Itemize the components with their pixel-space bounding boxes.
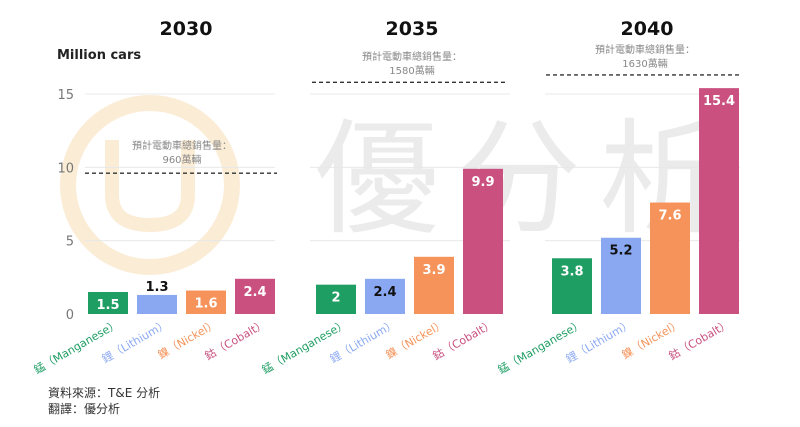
- bar: [235, 278, 275, 314]
- y-tick-label: 15: [57, 88, 74, 103]
- data-label: 2.4: [243, 285, 266, 300]
- reference-label: 預計電動車總銷售量：: [595, 43, 695, 56]
- watermark-logo-ring: [60, 95, 240, 275]
- data-label: 1.6: [194, 297, 217, 312]
- category-label: 錳（Manganese）: [495, 316, 585, 376]
- y-axis-label: Million cars: [57, 48, 141, 63]
- data-label: 2.4: [373, 285, 396, 300]
- panel-title: 2030: [160, 18, 213, 40]
- watermark-logo-mark: [105, 140, 195, 233]
- data-label: 2: [331, 291, 340, 306]
- bar: [463, 168, 503, 314]
- bar: [88, 292, 128, 314]
- data-label: 7.6: [658, 209, 681, 224]
- y-tick-label: 10: [57, 161, 74, 176]
- reference-label: 1580萬輛: [389, 64, 434, 77]
- reference-label: 1630萬輛: [622, 57, 667, 70]
- data-label: 1.5: [96, 298, 119, 313]
- bar: [414, 256, 454, 314]
- category-label: 錳（Manganese）: [259, 316, 349, 376]
- y-tick-label: 0: [66, 308, 74, 323]
- panel-title: 2035: [386, 18, 439, 40]
- data-label: 15.4: [703, 94, 735, 109]
- bar: [186, 290, 226, 314]
- panel-title: 2040: [621, 18, 674, 40]
- bar: [552, 258, 592, 314]
- reference-label: 預計電動車總銷售量：: [362, 50, 462, 63]
- bar: [699, 88, 739, 314]
- bar: [365, 278, 405, 314]
- source-line: 資料來源：T&E 分析: [48, 386, 161, 400]
- data-label: 3.9: [422, 263, 445, 278]
- bar: [650, 202, 690, 314]
- reference-label: 預計電動車總銷售量：: [132, 139, 232, 152]
- source-notes: 資料來源：T&E 分析 翻譯：優分析: [48, 385, 348, 417]
- reference-label: 960萬輛: [162, 153, 201, 166]
- translation-line: 翻譯：優分析: [48, 402, 121, 416]
- bar: [316, 284, 356, 314]
- data-label: 5.2: [609, 244, 632, 259]
- data-label: 9.9: [471, 175, 494, 190]
- category-label: 錳（Manganese）: [31, 316, 121, 376]
- data-label: 3.8: [560, 264, 583, 279]
- bar: [601, 237, 641, 314]
- y-tick-label: 5: [66, 235, 74, 250]
- data-label: 1.3: [145, 280, 168, 295]
- bar: [137, 294, 177, 314]
